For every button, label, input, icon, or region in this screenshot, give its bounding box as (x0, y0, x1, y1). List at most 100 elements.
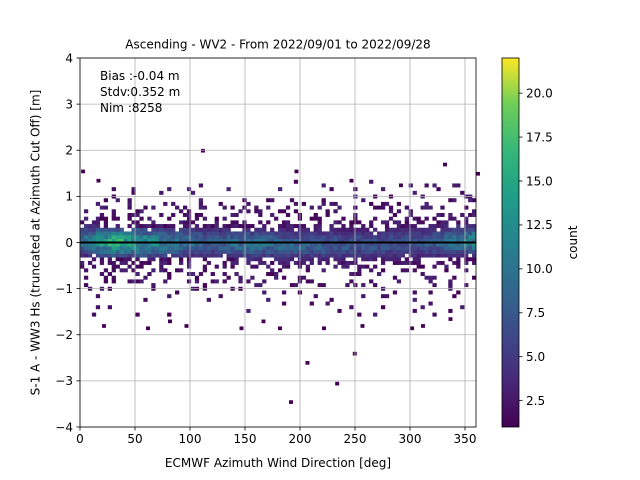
heatmap-cell (250, 238, 255, 243)
heatmap-cell (131, 212, 136, 217)
heatmap-cell (123, 268, 128, 273)
colorbar-tick-label: 12.5 (526, 218, 553, 232)
heatmap-cell (155, 238, 160, 243)
heatmap-cell (163, 257, 168, 262)
heatmap-cell (80, 249, 85, 254)
heatmap-cell (127, 216, 132, 221)
heatmap-cell (254, 242, 259, 247)
heatmap-cell (361, 253, 366, 258)
heatmap-cell (440, 260, 445, 265)
heatmap-cell (80, 246, 85, 251)
heatmap-cell (313, 227, 318, 232)
heatmap-cell (147, 242, 152, 247)
heatmap-cell (373, 312, 378, 317)
heatmap-cell (333, 231, 338, 236)
heatmap-cell (218, 246, 223, 251)
heatmap-cell (258, 253, 263, 258)
heatmap-cell (285, 257, 291, 262)
heatmap-cell (115, 227, 120, 232)
heatmap-cell (155, 231, 160, 236)
heatmap-cell (380, 238, 386, 243)
heatmap-cell (83, 224, 89, 229)
heatmap-cell (456, 238, 461, 243)
heatmap-cell (175, 235, 180, 240)
heatmap-cell (361, 283, 366, 288)
heatmap-cell (392, 253, 398, 258)
heatmap-cell (266, 297, 271, 302)
heatmap-cell (408, 238, 413, 243)
heatmap-cell (361, 249, 366, 254)
heatmap-cell (266, 242, 271, 247)
heatmap-cell (380, 201, 386, 206)
heatmap-cell (472, 212, 477, 217)
heatmap-cell (254, 209, 259, 214)
heatmap-cell (151, 235, 156, 240)
heatmap-cell (305, 246, 310, 251)
heatmap-cell (186, 235, 192, 240)
heatmap-cell (167, 312, 172, 317)
heatmap-cell (238, 246, 243, 251)
heatmap-cell (468, 198, 473, 203)
heatmap-cell (317, 224, 322, 229)
heatmap-cell (103, 238, 109, 243)
heatmap-cell (135, 253, 140, 258)
heatmap-cell (444, 227, 449, 232)
heatmap-cell (87, 249, 93, 254)
heatmap-cell (234, 235, 239, 240)
heatmap-cell (230, 231, 235, 236)
heatmap-cell (198, 246, 204, 251)
heatmap-cell (147, 253, 152, 258)
heatmap-cell (384, 238, 390, 243)
heatmap-cell (420, 246, 425, 251)
heatmap-cell (357, 235, 362, 240)
heatmap-cell (159, 260, 164, 265)
heatmap-cell (210, 246, 215, 251)
heatmap-cell (289, 246, 295, 251)
y-tick-label: 4 (65, 51, 73, 65)
heatmap-cell (262, 249, 267, 254)
heatmap-cell (99, 235, 105, 240)
heatmap-cell (194, 227, 200, 232)
heatmap-cell (95, 242, 101, 247)
heatmap-cell (293, 209, 299, 214)
heatmap-cell (281, 227, 287, 232)
heatmap-cell (293, 224, 299, 229)
heatmap-cell (452, 238, 457, 243)
heatmap-cell (214, 264, 219, 269)
heatmap-cell (190, 227, 196, 232)
heatmap-cell (182, 224, 188, 229)
heatmap-cell (424, 235, 429, 240)
x-tick-label: 50 (127, 432, 142, 446)
heatmap-cell (317, 231, 322, 236)
heatmap-cell (313, 231, 318, 236)
heatmap-cell (289, 198, 295, 203)
heatmap-cell (242, 231, 247, 236)
heatmap-cell (274, 238, 279, 243)
heatmap-cell (436, 260, 441, 265)
heatmap-cell (301, 231, 307, 236)
heatmap-cell (361, 227, 366, 232)
heatmap-cell (448, 246, 453, 251)
heatmap-cell (400, 231, 406, 236)
heatmap-outlier-cell (168, 319, 172, 324)
heatmap-cell (234, 212, 239, 217)
heatmap-cell (400, 246, 406, 251)
colorbar-tick-label: 5.0 (526, 350, 545, 364)
heatmap-cell (380, 253, 386, 258)
heatmap-cell (337, 205, 342, 210)
heatmap-cell (250, 224, 255, 229)
heatmap-cell (278, 249, 283, 254)
heatmap-cell (428, 227, 433, 232)
heatmap-cell (91, 231, 97, 236)
heatmap-cell (333, 227, 338, 232)
heatmap-cell (186, 242, 192, 247)
heatmap-cell (186, 227, 192, 232)
heatmap-cell (400, 253, 406, 258)
heatmap-cell (456, 231, 461, 236)
heatmap-cell (341, 235, 346, 240)
heatmap-cell (95, 220, 101, 225)
y-tick-label: 0 (65, 236, 73, 250)
heatmap-cell (329, 242, 334, 247)
heatmap-cell (139, 249, 144, 254)
heatmap-cell (202, 235, 208, 240)
